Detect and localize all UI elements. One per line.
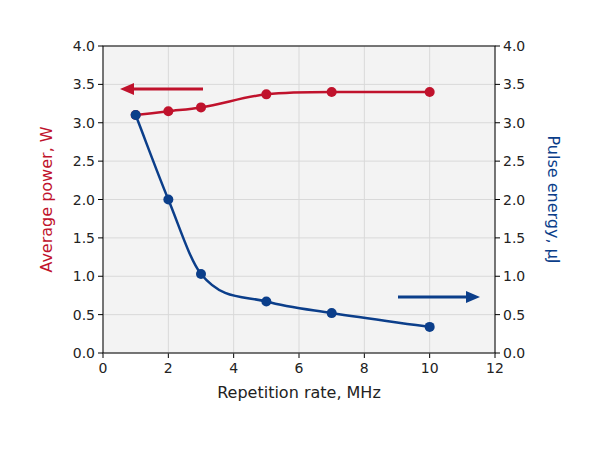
y-grid-line bbox=[103, 84, 495, 85]
series-line bbox=[136, 115, 430, 327]
x-tick bbox=[364, 353, 365, 358]
y2-tick-label: 1.0 bbox=[503, 268, 525, 284]
series-marker bbox=[327, 308, 337, 318]
y-tick-label: 0.0 bbox=[73, 345, 95, 361]
series-marker bbox=[425, 322, 435, 332]
plot-frame bbox=[103, 46, 495, 353]
series-line bbox=[136, 92, 430, 115]
y-tick bbox=[98, 237, 103, 238]
y2-axis-title: Pulse energy, µJ bbox=[544, 135, 563, 263]
y2-tick bbox=[495, 122, 500, 123]
y-grid-line bbox=[103, 122, 495, 123]
x-tick-label: 10 bbox=[421, 360, 439, 376]
y-tick-label: 1.0 bbox=[73, 268, 95, 284]
y-grid-line bbox=[103, 237, 495, 238]
x-tick bbox=[299, 353, 300, 358]
y-tick bbox=[98, 314, 103, 315]
x-tick bbox=[103, 353, 104, 358]
x-tick-label: 8 bbox=[360, 360, 369, 376]
y2-tick bbox=[495, 199, 500, 200]
series-marker bbox=[163, 106, 173, 116]
y2-tick bbox=[495, 314, 500, 315]
x-tick bbox=[429, 353, 430, 358]
y-tick bbox=[98, 199, 103, 200]
x-axis-title: Repetition rate, MHz bbox=[217, 383, 381, 402]
series-marker bbox=[131, 110, 141, 120]
x-tick-label: 6 bbox=[295, 360, 304, 376]
y2-tick bbox=[495, 161, 500, 162]
y2-tick bbox=[495, 46, 500, 47]
series-marker bbox=[261, 297, 271, 307]
x-tick-label: 4 bbox=[229, 360, 238, 376]
series-marker bbox=[327, 87, 337, 97]
y-tick-label: 3.0 bbox=[73, 115, 95, 131]
right-axis-arrow bbox=[398, 296, 470, 299]
y-grid-line bbox=[103, 161, 495, 162]
y2-tick-label: 4.0 bbox=[503, 38, 525, 54]
y-grid-line bbox=[103, 199, 495, 200]
series-marker bbox=[425, 87, 435, 97]
y-tick-label: 4.0 bbox=[73, 38, 95, 54]
y-tick bbox=[98, 161, 103, 162]
right-axis-arrow-head bbox=[466, 291, 480, 303]
data-group bbox=[131, 87, 435, 332]
plot-background bbox=[103, 46, 495, 353]
x-tick-label: 0 bbox=[99, 360, 108, 376]
x-tick-label: 12 bbox=[486, 360, 504, 376]
left-axis-arrow-head bbox=[120, 83, 134, 95]
series-marker bbox=[196, 102, 206, 112]
y2-tick bbox=[495, 353, 500, 354]
left-axis-arrow bbox=[130, 88, 203, 91]
x-tick bbox=[233, 353, 234, 358]
y2-tick-label: 1.5 bbox=[503, 230, 525, 246]
y2-tick-label: 0.0 bbox=[503, 345, 525, 361]
y-grid-line bbox=[103, 314, 495, 315]
y-tick bbox=[98, 122, 103, 123]
series-marker bbox=[163, 195, 173, 205]
y-tick-label: 0.5 bbox=[73, 307, 95, 323]
y-tick bbox=[98, 46, 103, 47]
y2-tick-label: 3.0 bbox=[503, 115, 525, 131]
x-tick-label: 2 bbox=[164, 360, 173, 376]
x-tick bbox=[495, 353, 496, 358]
y2-tick bbox=[495, 237, 500, 238]
series-marker bbox=[261, 89, 271, 99]
y2-tick bbox=[495, 84, 500, 85]
x-tick bbox=[168, 353, 169, 358]
y-tick-label: 2.5 bbox=[73, 153, 95, 169]
chart-svg: 0246810120.00.51.01.52.02.53.03.54.00.00… bbox=[0, 0, 600, 450]
y2-tick-label: 2.5 bbox=[503, 153, 525, 169]
y-tick-label: 2.0 bbox=[73, 192, 95, 208]
y-tick-label: 3.5 bbox=[73, 76, 95, 92]
y2-tick-label: 3.5 bbox=[503, 76, 525, 92]
y-tick-label: 1.5 bbox=[73, 230, 95, 246]
y-tick bbox=[98, 276, 103, 277]
y-tick bbox=[98, 84, 103, 85]
y2-tick bbox=[495, 276, 500, 277]
series-marker bbox=[131, 110, 141, 120]
y2-tick-label: 2.0 bbox=[503, 192, 525, 208]
y-tick bbox=[98, 353, 103, 354]
series-marker bbox=[196, 269, 206, 279]
y-grid-line bbox=[103, 276, 495, 277]
y-axis-title: Average power, W bbox=[37, 126, 56, 272]
y2-tick-label: 0.5 bbox=[503, 307, 525, 323]
